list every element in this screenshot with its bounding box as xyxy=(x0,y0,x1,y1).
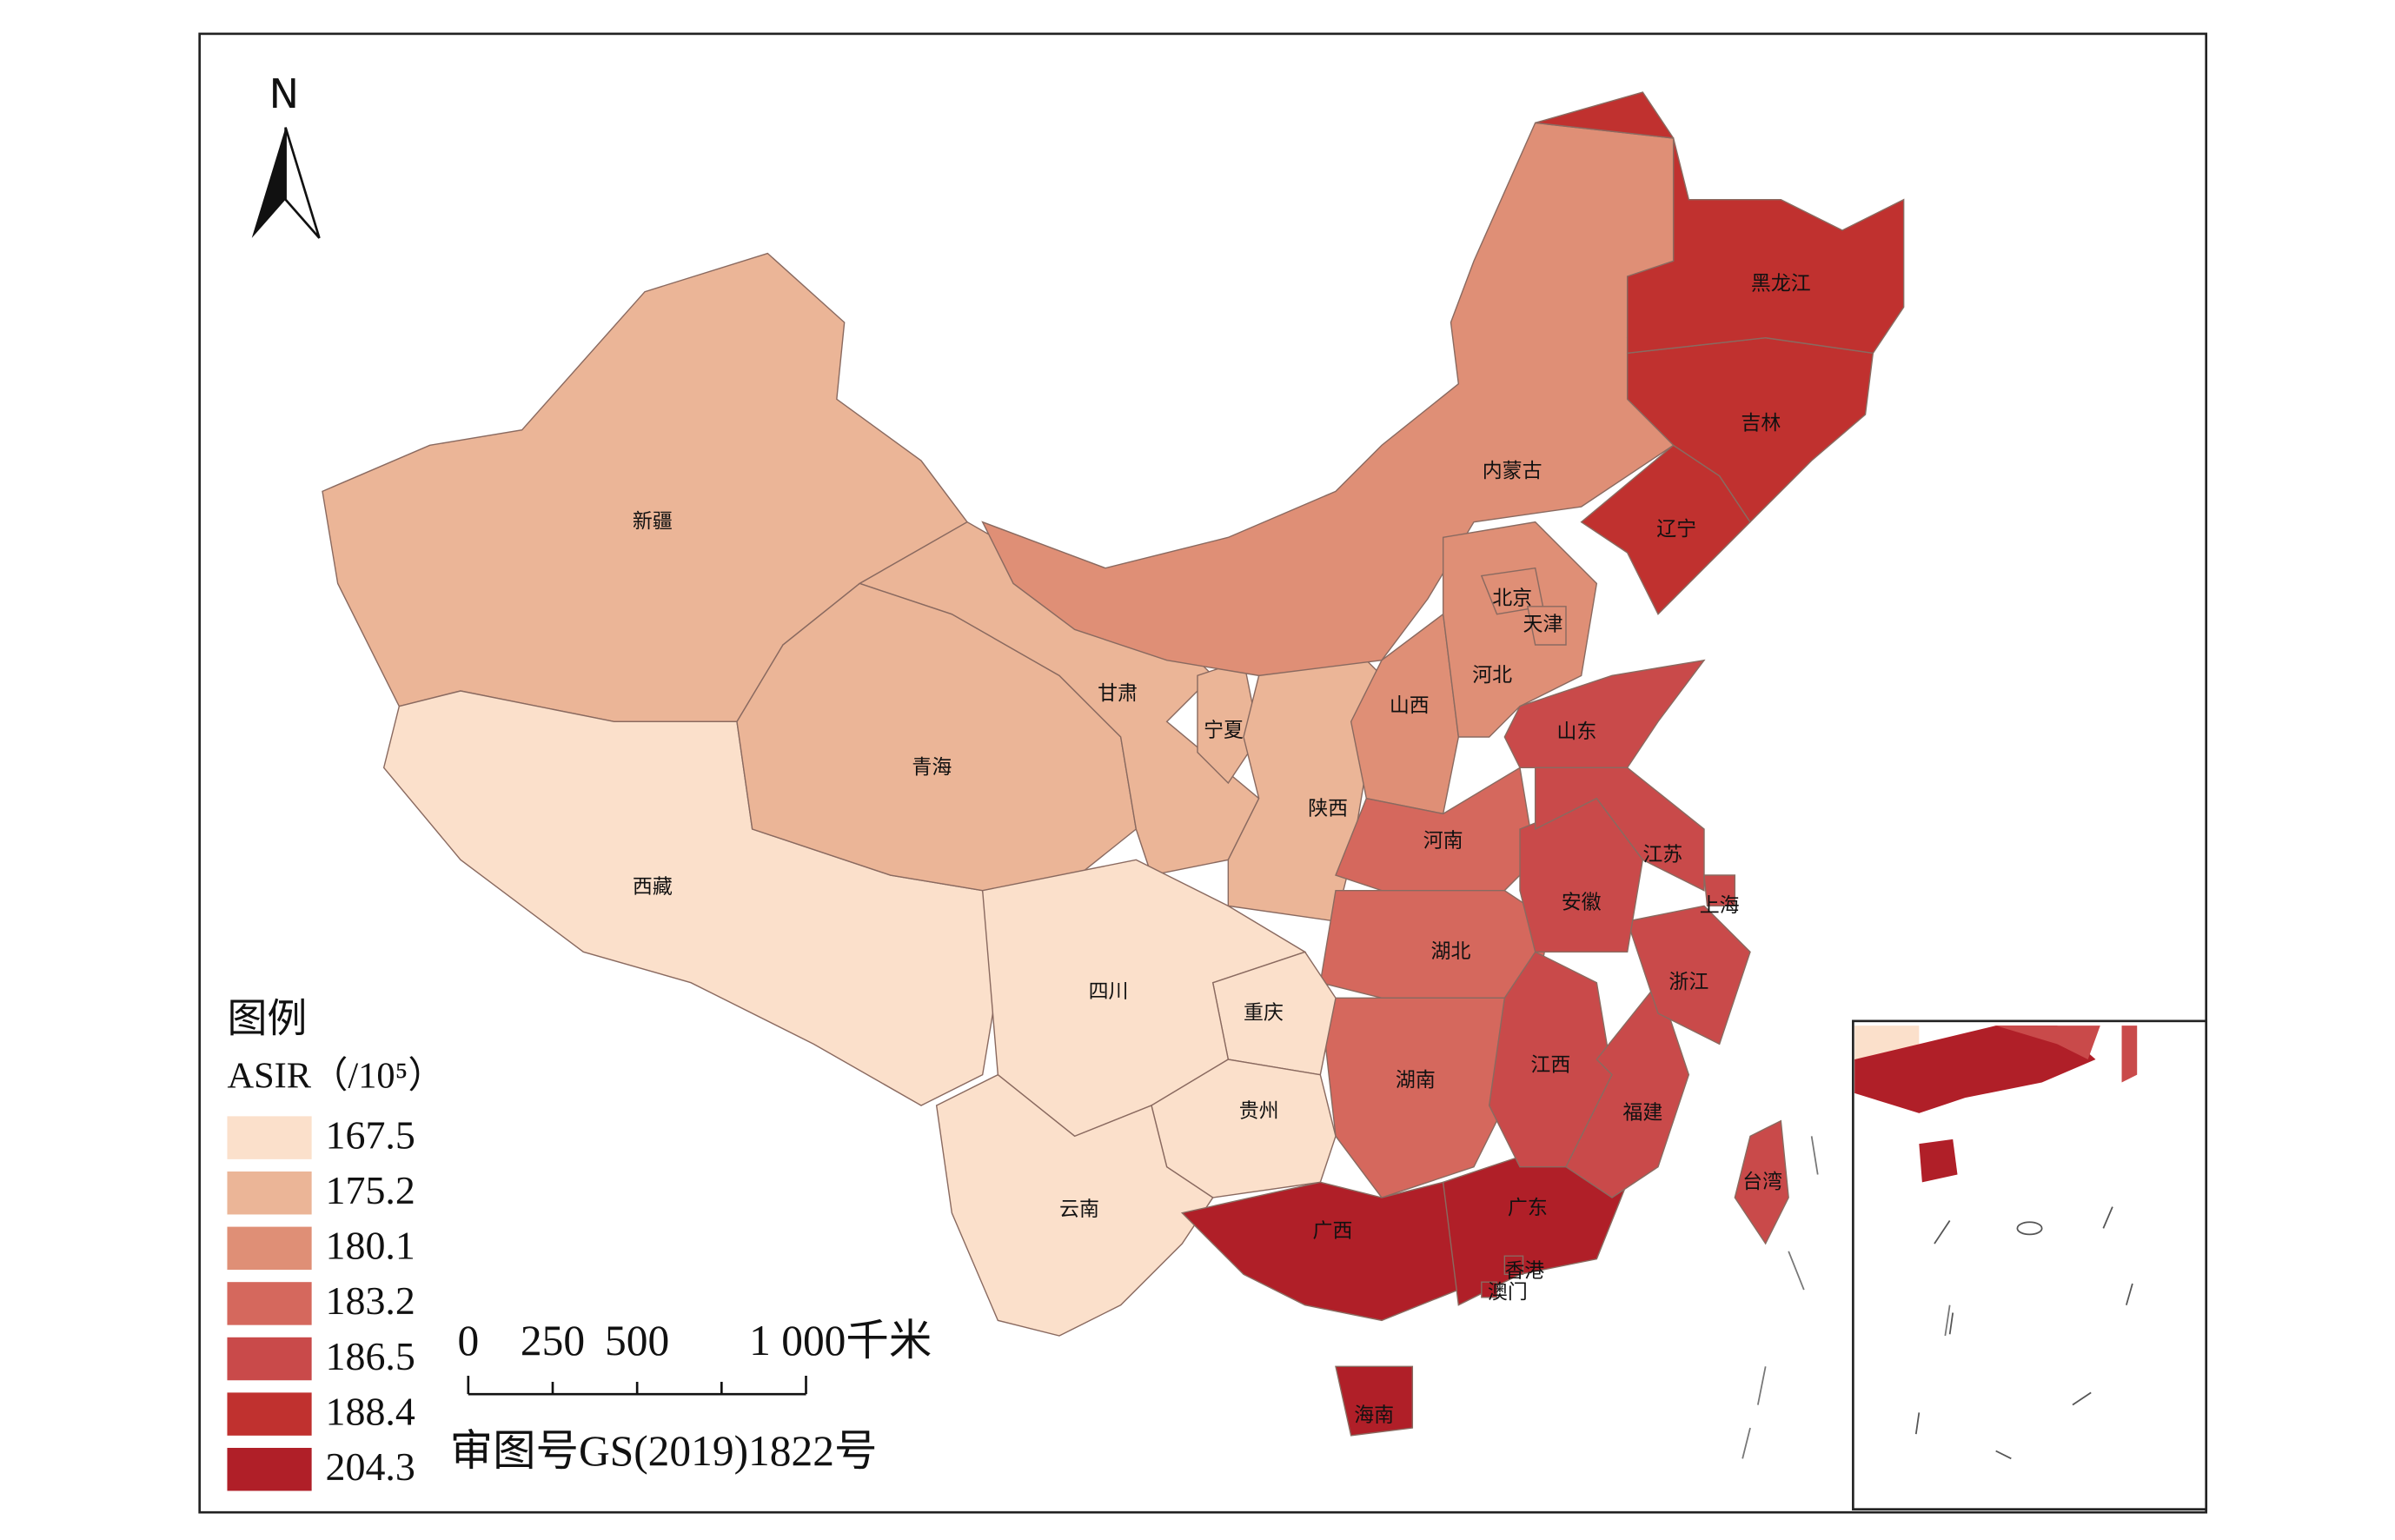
north-label: N xyxy=(269,70,299,117)
province-label: 江西 xyxy=(1530,1054,1570,1077)
province-label: 海南 xyxy=(1354,1404,1394,1426)
province-label: 青海 xyxy=(912,756,952,779)
inset-boundary xyxy=(1914,1206,2133,1460)
province-label: 广西 xyxy=(1313,1219,1353,1242)
inset-land xyxy=(1919,1138,1958,1183)
province xyxy=(382,690,999,1106)
province xyxy=(1503,1255,1524,1276)
legend-label: 175.2 xyxy=(326,1168,415,1212)
province-labels: 新疆西藏青海甘肃宁夏陕西内蒙古山西河北北京天津山东河南湖北湖南重庆四川贵州云南广… xyxy=(633,272,1811,1426)
frame xyxy=(198,32,2208,1514)
province-label: 香港 xyxy=(1504,1259,1544,1282)
legend-label: 186.5 xyxy=(326,1334,415,1378)
legend-swatch xyxy=(227,1171,312,1215)
province-label: 河南 xyxy=(1423,830,1463,853)
scale-label: 250 xyxy=(521,1317,585,1364)
legend-label: 180.1 xyxy=(326,1224,415,1268)
province-label: 安徽 xyxy=(1562,891,1602,913)
province xyxy=(1534,767,1705,892)
province-label: 贵州 xyxy=(1239,1100,1279,1123)
province-label: 甘肃 xyxy=(1098,682,1138,705)
legend: 图例 ASIR（/10⁵） 167.5 175.2 180.1 183.2 186.5 1… xyxy=(227,994,445,1491)
province-label: 湖南 xyxy=(1396,1069,1436,1092)
scale-label: 1 000千米 xyxy=(749,1317,932,1364)
legend-label: 167.5 xyxy=(326,1112,415,1157)
province-label: 内蒙古 xyxy=(1483,460,1542,482)
province-label: 辽宁 xyxy=(1656,518,1696,541)
boundary-dash xyxy=(1742,1136,1951,1459)
scale-bar: 0 250 500 1 000千米 xyxy=(457,1317,932,1396)
inset-land xyxy=(1854,1026,2096,1113)
inset-island xyxy=(2016,1221,2043,1236)
province-label: 台湾 xyxy=(1742,1171,1782,1193)
legend-swatch xyxy=(227,1226,312,1271)
legend-swatch xyxy=(227,1337,312,1381)
province-label: 天津 xyxy=(1523,614,1563,636)
province-label: 浙江 xyxy=(1669,971,1708,993)
province-label: 澳门 xyxy=(1488,1281,1528,1304)
province xyxy=(1526,606,1567,646)
legend-swatch xyxy=(227,1392,312,1436)
province-label: 广东 xyxy=(1508,1197,1548,1219)
north-arrow-left xyxy=(251,127,286,238)
province-label: 重庆 xyxy=(1244,1002,1284,1025)
approval-number: 审图号GS(2019)1822号 xyxy=(450,1427,878,1475)
province-label: 湖北 xyxy=(1431,940,1471,963)
province-label: 宁夏 xyxy=(1204,719,1244,741)
province xyxy=(1626,905,1751,1045)
province-label: 黑龙江 xyxy=(1751,272,1811,295)
province-label: 西藏 xyxy=(633,876,673,899)
province xyxy=(1481,1281,1498,1298)
province-label: 云南 xyxy=(1059,1198,1099,1221)
legend-label: 183.2 xyxy=(326,1278,415,1323)
province-label: 上海 xyxy=(1700,894,1740,917)
province xyxy=(1335,1365,1414,1437)
province-label: 福建 xyxy=(1622,1101,1662,1124)
scale-line xyxy=(467,1375,807,1396)
province xyxy=(1703,874,1736,907)
provinces xyxy=(322,91,1905,1437)
province-label: 山西 xyxy=(1390,694,1430,717)
province-label: 山东 xyxy=(1556,720,1596,743)
legend-swatch xyxy=(227,1116,312,1159)
scale-label: 500 xyxy=(605,1317,669,1364)
legend-title: 图例 xyxy=(227,994,307,1041)
legend-label: 188.4 xyxy=(326,1389,415,1433)
inset-land xyxy=(1995,1026,2100,1060)
province xyxy=(1535,91,1905,355)
legend-subtitle: ASIR（/10⁵） xyxy=(227,1056,444,1097)
province-label: 陕西 xyxy=(1308,798,1348,820)
province-label: 吉林 xyxy=(1741,412,1781,435)
north-arrow: N xyxy=(251,70,321,239)
inset-land xyxy=(2121,1026,2138,1083)
legend-swatch xyxy=(227,1282,312,1325)
province xyxy=(1734,1119,1789,1245)
province-label: 四川 xyxy=(1089,980,1129,1003)
province-label: 江苏 xyxy=(1642,844,1682,866)
inset xyxy=(1852,1019,2208,1510)
province-label: 新疆 xyxy=(633,510,673,533)
north-arrow-right xyxy=(284,127,321,239)
province-label: 河北 xyxy=(1472,664,1512,687)
legend-swatch xyxy=(227,1447,312,1491)
scale-label: 0 xyxy=(457,1317,479,1364)
province xyxy=(1503,659,1706,769)
legend-label: 204.3 xyxy=(326,1444,415,1489)
province-label: 北京 xyxy=(1492,587,1532,610)
